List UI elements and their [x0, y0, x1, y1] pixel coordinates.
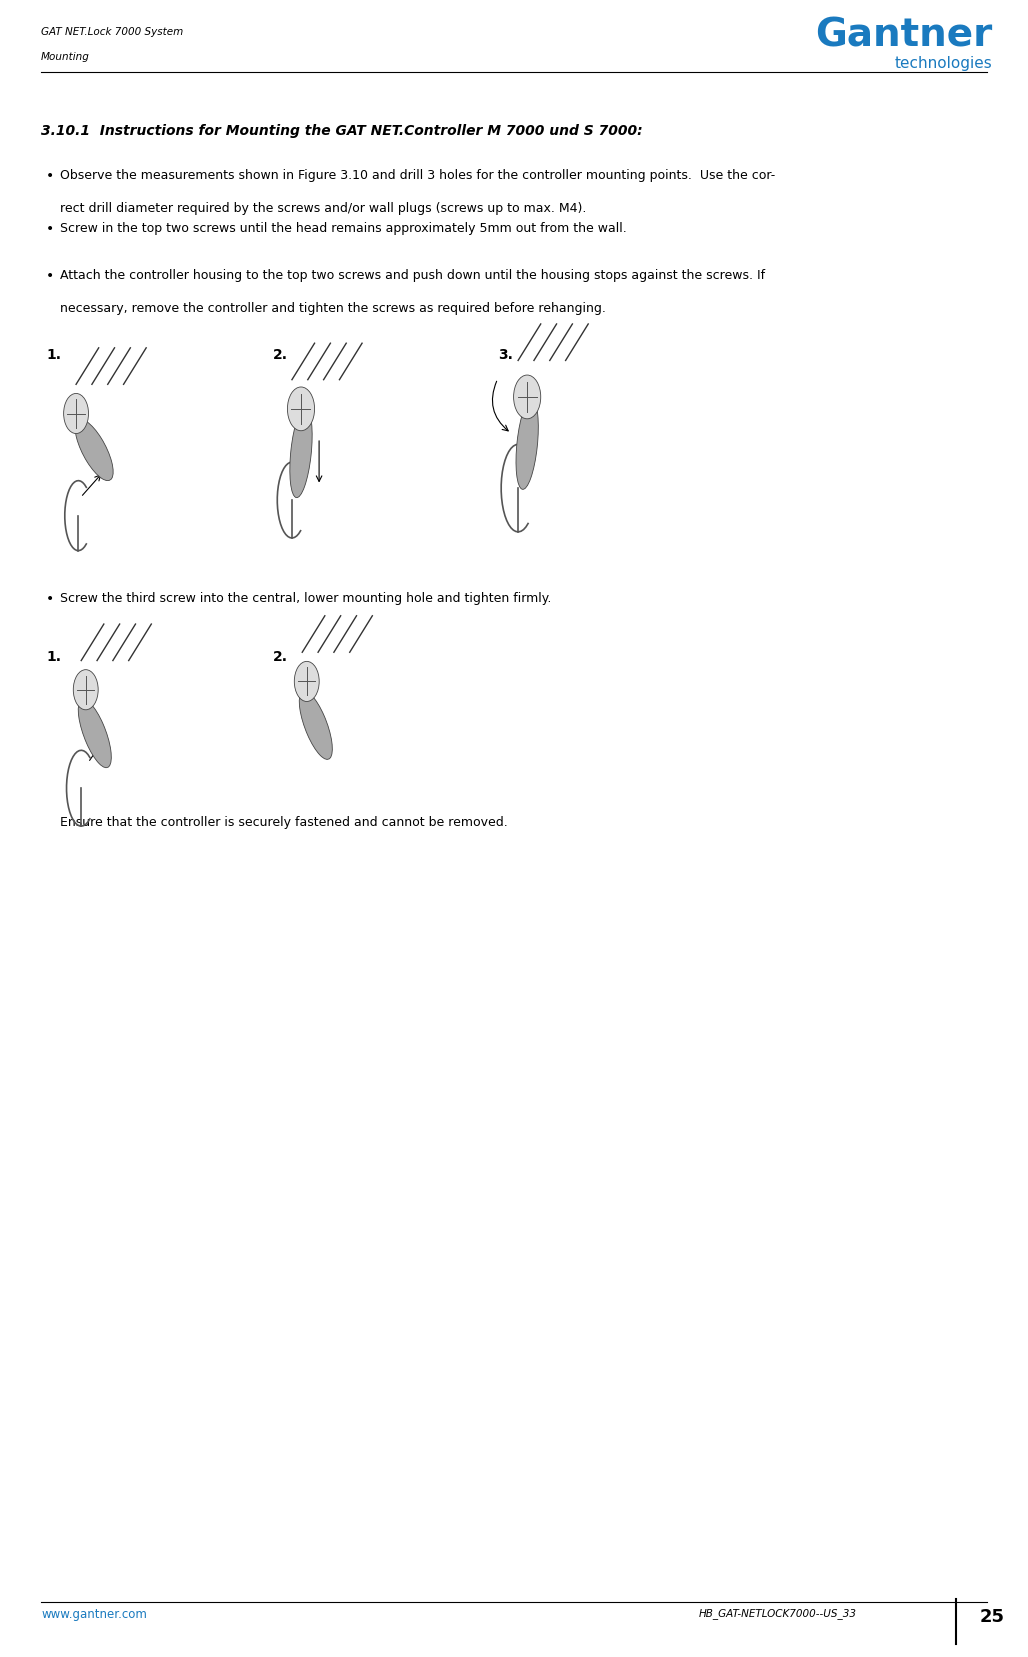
Text: Mounting: Mounting [41, 51, 90, 63]
Text: 3.: 3. [499, 348, 513, 361]
Text: 3.10.1  Instructions for Mounting the GAT NET.Controller M 7000 und S 7000:: 3.10.1 Instructions for Mounting the GAT… [41, 124, 642, 138]
Text: HB_GAT-NETLOCK7000--US_33: HB_GAT-NETLOCK7000--US_33 [699, 1607, 857, 1619]
Circle shape [64, 394, 88, 434]
Text: 2.: 2. [272, 348, 288, 361]
Text: Attach the controller housing to the top two screws and push down until the hous: Attach the controller housing to the top… [60, 268, 765, 282]
Text: •: • [46, 222, 54, 235]
Text: 1.: 1. [46, 348, 62, 361]
Circle shape [73, 671, 99, 711]
Text: Screw in the top two screws until the head remains approximately 5mm out from th: Screw in the top two screws until the he… [60, 222, 626, 235]
Text: Ensure that the controller is securely fastened and cannot be removed.: Ensure that the controller is securely f… [60, 815, 508, 828]
Text: GAT NET.Lock 7000 System: GAT NET.Lock 7000 System [41, 27, 183, 36]
Text: 2.: 2. [272, 650, 288, 663]
Circle shape [294, 661, 319, 703]
Text: •: • [46, 169, 54, 182]
Circle shape [514, 376, 541, 419]
Text: Gantner: Gantner [815, 17, 992, 55]
Text: Observe the measurements shown in Figure 3.10 and drill 3 holes for the controll: Observe the measurements shown in Figure… [60, 169, 775, 182]
Text: rect drill diameter required by the screws and/or wall plugs (screws up to max. : rect drill diameter required by the scre… [60, 202, 586, 215]
Text: technologies: technologies [894, 56, 992, 71]
Ellipse shape [290, 408, 313, 499]
Ellipse shape [299, 691, 332, 761]
Ellipse shape [516, 399, 539, 490]
Text: •: • [46, 268, 54, 282]
Text: 25: 25 [980, 1607, 1004, 1626]
Text: 1.: 1. [46, 650, 62, 663]
Ellipse shape [75, 421, 113, 481]
Circle shape [288, 388, 315, 431]
Text: necessary, remove the controller and tighten the screws as required before rehan: necessary, remove the controller and tig… [60, 302, 605, 315]
Text: •: • [46, 592, 54, 605]
Text: Screw the third screw into the central, lower mounting hole and tighten firmly.: Screw the third screw into the central, … [60, 592, 551, 605]
Ellipse shape [78, 699, 111, 769]
Text: www.gantner.com: www.gantner.com [41, 1607, 147, 1621]
